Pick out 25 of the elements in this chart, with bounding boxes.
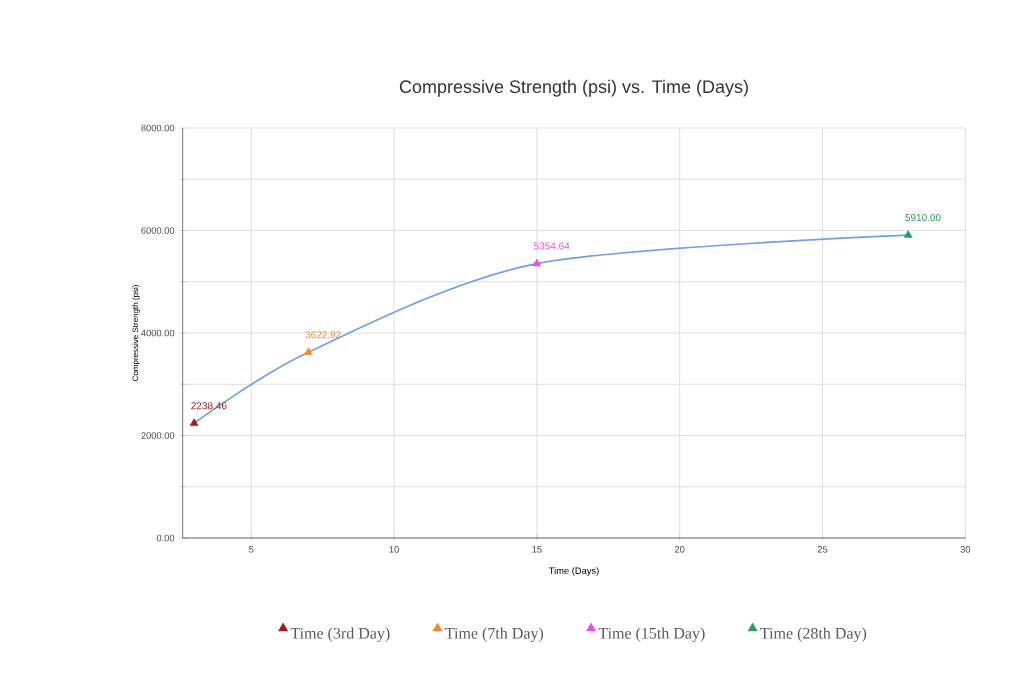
y-tick-label: 8000.00 [141, 124, 175, 132]
legend-label: Time (7th Day) [445, 627, 544, 642]
data-label: 5354.64 [533, 242, 570, 250]
x-axis-title: Time (Days) [548, 567, 599, 576]
point [903, 230, 913, 238]
legend-label: Time (3rd Day) [290, 627, 390, 642]
legend-label: Time (28th Day) [760, 627, 867, 642]
point [189, 418, 199, 426]
x-tick-label: 25 [817, 546, 828, 553]
legend-label: Time (15th Day) [598, 627, 705, 642]
point [532, 258, 542, 267]
x-tick-label: 15 [532, 546, 542, 553]
point [304, 347, 313, 355]
chart-title: Compressive Strength (psi) vs. Time (Days) [399, 79, 748, 97]
y-tick-label: 0.00 [156, 534, 175, 542]
data-label: 3622.92 [305, 331, 341, 339]
y-tick-label: 4000.00 [141, 329, 175, 337]
x-tick-label: 30 [960, 546, 971, 553]
x-tick-label: 10 [389, 546, 399, 553]
y-axis-title: Compressive Strength (psi) [132, 285, 140, 382]
data-label: 5910.00 [905, 213, 941, 222]
y-tick-label: 2000.00 [141, 432, 175, 439]
x-tick-label: 5 [249, 546, 254, 553]
x-tick-label: 20 [674, 546, 685, 553]
y-tick-label: 6000.00 [141, 227, 175, 234]
